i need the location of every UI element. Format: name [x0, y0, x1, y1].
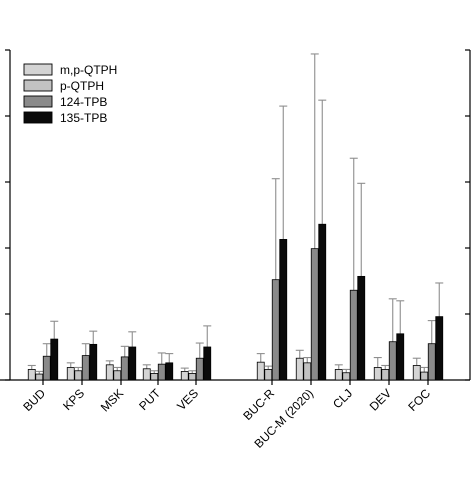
bar — [105, 364, 114, 381]
bar — [203, 346, 212, 381]
bar — [303, 362, 312, 381]
x-tick-label: BUD — [20, 386, 48, 414]
bar — [50, 338, 59, 381]
bar — [271, 279, 280, 381]
bar — [66, 367, 75, 381]
bar-group — [271, 178, 280, 381]
bar — [412, 365, 421, 381]
bar-group — [128, 331, 137, 381]
bar — [342, 372, 351, 381]
bar — [420, 371, 429, 381]
bar — [357, 275, 366, 381]
bar-group — [105, 360, 114, 381]
x-tick-label: CLJ — [330, 386, 355, 411]
bar-group — [427, 320, 436, 381]
bar-group — [264, 365, 273, 381]
bar — [427, 343, 436, 381]
x-tick-label: MSK — [98, 386, 126, 414]
bar-group — [50, 320, 59, 381]
bar-group — [120, 345, 129, 381]
bar-group — [256, 353, 265, 381]
bar — [81, 355, 90, 381]
bar-group — [195, 342, 204, 381]
bar — [120, 356, 129, 381]
bar — [334, 369, 343, 381]
bar — [349, 289, 358, 381]
bar-group — [89, 330, 98, 381]
bar-group — [165, 353, 174, 381]
bar — [264, 369, 273, 381]
bar — [89, 343, 98, 381]
bar-group — [303, 357, 312, 381]
bar-group — [279, 105, 288, 381]
bar-group — [381, 364, 390, 381]
bar-group — [150, 370, 159, 381]
bar-group — [334, 364, 343, 381]
legend-label: 124-TPB — [60, 95, 107, 109]
bar — [373, 367, 382, 381]
bar — [27, 369, 36, 381]
bar-group — [420, 366, 429, 381]
bar-group — [396, 300, 405, 381]
bar-group — [373, 357, 382, 381]
bar-group — [412, 357, 421, 381]
bar-group — [27, 364, 36, 381]
bar-group — [203, 325, 212, 381]
legend-swatch — [23, 111, 53, 124]
bar — [381, 369, 390, 381]
bar — [157, 363, 166, 381]
legend-swatch — [23, 63, 53, 76]
bar — [310, 248, 319, 381]
bar-group — [81, 343, 90, 381]
legend-label: 135-TPB — [60, 111, 107, 125]
bar-group — [342, 368, 351, 381]
bar-group — [357, 182, 366, 381]
bar — [180, 371, 189, 381]
bar — [256, 361, 265, 381]
bar-group — [42, 343, 51, 381]
legend-swatch — [23, 79, 53, 92]
bar-group — [295, 349, 304, 381]
legend-label: p-QTPH — [60, 79, 104, 93]
bar-group — [318, 99, 327, 381]
bar — [195, 357, 204, 381]
x-tick-label: BUC-R — [240, 386, 277, 423]
bar — [279, 239, 288, 381]
x-tick-label: KPS — [60, 386, 87, 413]
bar — [295, 357, 304, 381]
legend-swatch — [23, 95, 53, 108]
bar — [388, 341, 397, 381]
bar — [128, 346, 137, 381]
bar — [435, 316, 444, 381]
bar-group — [142, 364, 151, 381]
bar — [188, 372, 197, 381]
x-tick-label: VES — [174, 386, 201, 413]
bar — [318, 223, 327, 381]
bar-group — [435, 282, 444, 381]
bar — [150, 372, 159, 381]
bar-group — [35, 370, 44, 381]
bar — [74, 370, 83, 381]
bar-group — [113, 366, 122, 381]
bar-group — [188, 370, 197, 381]
x-tick-label: DEV — [367, 386, 394, 413]
x-tick-label: FOC — [405, 386, 433, 414]
bar — [142, 368, 151, 381]
bar — [35, 373, 44, 381]
bar — [113, 370, 122, 381]
bar-group — [180, 367, 189, 381]
bar-group — [349, 157, 358, 381]
legend-label: m,p-QTPH — [60, 63, 117, 77]
bar-group — [157, 352, 166, 381]
bar-group — [310, 53, 319, 381]
bar-group — [74, 366, 83, 381]
x-tick-label: PUT — [136, 386, 163, 413]
bar-group — [388, 298, 397, 381]
bar-group — [66, 362, 75, 381]
bar — [396, 333, 405, 381]
bar — [42, 355, 51, 381]
bar — [165, 362, 174, 381]
